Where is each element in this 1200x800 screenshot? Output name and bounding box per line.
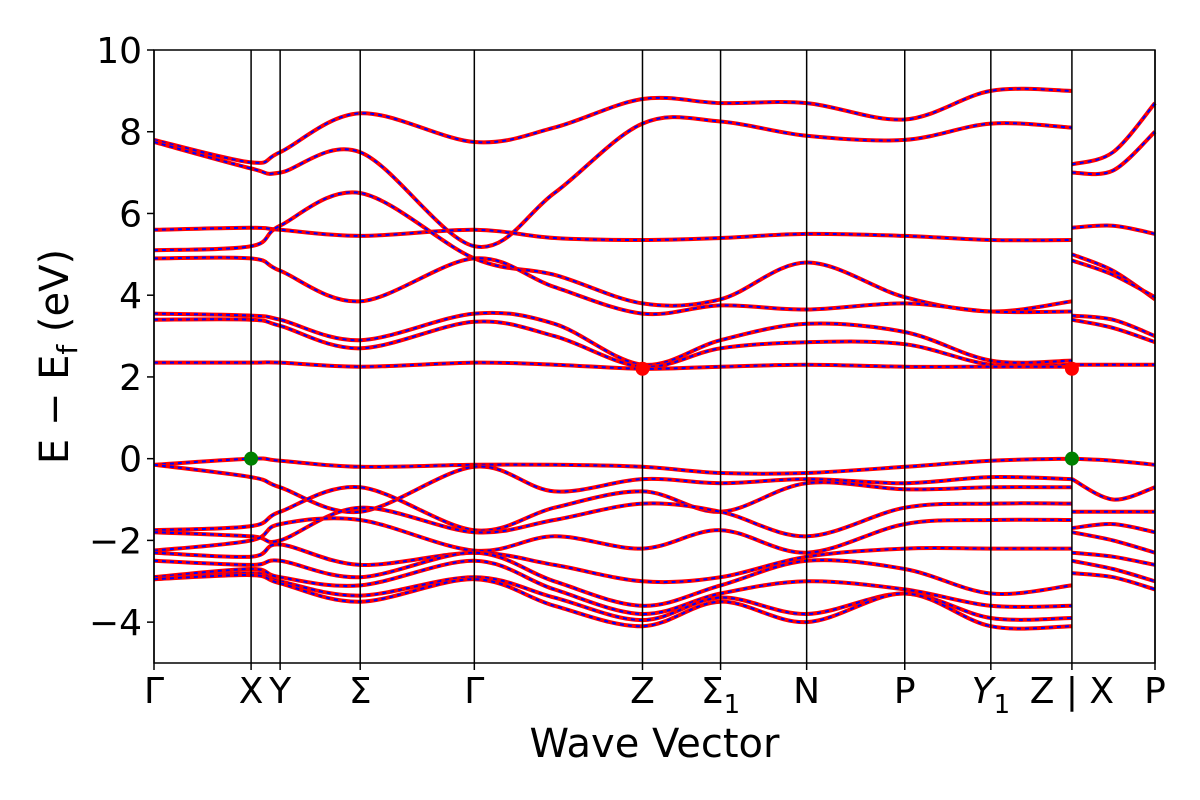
cbm-marker [635,361,650,376]
band-line-spin-up [1070,477,1156,502]
y-axis-title-sub: f [51,344,84,355]
x-tick-label: N [793,671,820,712]
y-tick-label: −4 [89,603,142,644]
x-tick-label: Γ [144,671,164,712]
x-tick-label-sub: 1 [994,690,1011,720]
band-line-spin-down [153,502,1072,543]
band-line-spin-down [153,311,1072,366]
band-line-spin-up [1071,522,1156,535]
band-line-spin-up [1071,223,1156,236]
y-tick-label: −2 [89,521,142,562]
band-line-spin-down [1071,259,1156,299]
y-tick-label: 0 [119,440,142,481]
band-line-spin-up [153,86,1072,165]
x-tick-label: Z [630,671,655,712]
band-line-spin-down [153,87,1072,164]
band-line-spin-down [153,191,1073,313]
band-line-spin-up [1071,456,1156,467]
band-line-spin-down [1071,314,1156,338]
x-tick-label: Z | X [1030,671,1114,712]
x-tick-label-main: Γ [464,671,484,712]
y-axis-title-unit: (eV) [32,249,78,345]
bands-layer [153,86,1157,631]
band-line-spin-down [1071,531,1156,554]
y-axis-title-main: E − E [32,355,78,465]
x-tick-label-main: Y [268,671,292,712]
vbm-marker [244,451,259,466]
y-tick-label: 2 [119,358,142,399]
band-line-spin-down [1071,478,1156,501]
band-line-spin-down [1071,559,1156,583]
x-tick-label: P [894,671,916,712]
band-line-spin-up [1071,313,1156,338]
band-line-spin-down [1071,523,1156,534]
x-tick-label: Σ [349,671,372,712]
x-tick-label-main: Z [630,671,655,712]
y-axis: −4 −2 0 2 4 6 8 10 [89,31,154,644]
x-tick-label: P [1144,671,1166,712]
x-tick-label-sub: 1 [724,690,741,720]
x-tick-label-main: Γ [144,671,164,712]
band-line-spin-up [153,310,1072,367]
band-line-spin-down [1071,318,1156,344]
y-tick-label: 10 [96,31,142,72]
cbm-marker [1064,361,1079,376]
vbm-marker [1064,451,1079,466]
y-tick-label: 4 [119,276,142,317]
x-tick-label: Γ [464,671,484,712]
plot-frame [153,49,1156,664]
x-tick-label-main: Σ [349,671,372,712]
x-tick-label-main: P [1144,671,1166,712]
band-line-spin-up [1071,258,1156,299]
x-tick-label: Y [268,671,292,712]
band-line-spin-down [1071,572,1156,591]
band-line-spin-down [153,318,1072,368]
y-tick-label: 8 [119,113,142,154]
band-line-spin-down [1071,551,1156,566]
x-tick-label-main: Z | X [1030,671,1114,712]
x-tick-label-main: Σ [701,671,724,712]
x-tick-label-main: X [239,671,264,712]
band-line-spin-down [153,574,1072,630]
x-axis-title: Wave Vector [530,721,781,767]
band-line-spin-down [1071,457,1156,466]
y-tick-label: 6 [119,194,142,235]
kpoint-lines [153,50,1156,663]
x-tick-label-main: P [894,671,916,712]
x-tick-label: Y1 [972,671,1011,720]
band-line-spin-up [153,190,1073,314]
y-axis-title: E − Ef (eV) [32,249,84,464]
x-tick-label-main: N [793,671,820,712]
band-line-spin-down [153,226,1072,242]
x-tick-label: Σ1 [701,671,740,720]
band-line-spin-down [1071,224,1156,235]
band-line-spin-up [1071,101,1157,167]
x-tick-label: X [239,671,264,712]
band-line-spin-up [153,115,1072,249]
band-line-spin-down [1071,102,1156,166]
band-line-spin-down [1071,130,1156,176]
band-line-spin-up [153,225,1072,243]
x-tick-label-main: Y [972,671,997,712]
markers-layer [244,361,1079,466]
